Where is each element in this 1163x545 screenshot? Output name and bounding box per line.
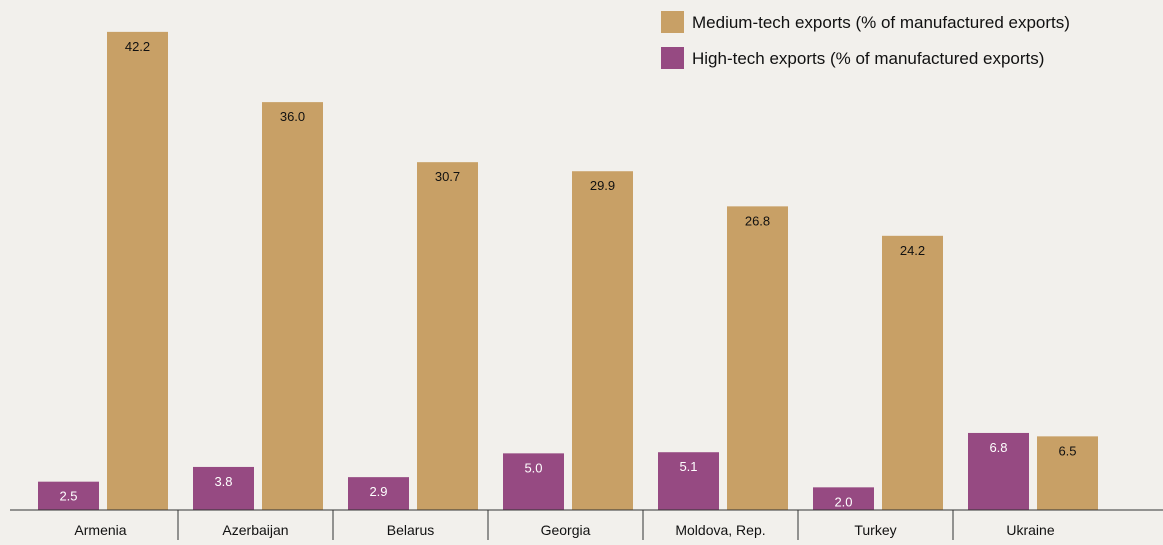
data-label-medium-tech-belarus: 30.7 [435, 169, 460, 184]
data-label-medium-tech-georgia: 29.9 [590, 178, 615, 193]
bar-medium-tech-armenia [107, 31, 168, 511]
x-tick-label-georgia: Georgia [541, 522, 591, 538]
bar-medium-tech-azerbaijan [262, 102, 323, 511]
data-label-high-tech-ukraine: 6.8 [989, 440, 1007, 455]
bar-high-tech-ukraine [968, 432, 1029, 510]
bar-high-tech-turkey [813, 487, 874, 510]
x-tick-label-belarus: Belarus [387, 522, 434, 538]
x-axis: Armenia Azerbaijan Belarus Georgia Moldova, … [10, 509, 1163, 540]
bar-high-tech-armenia [38, 481, 99, 510]
bar-medium-tech-turkey [882, 235, 943, 510]
data-label-medium-tech-armenia: 42.2 [125, 39, 150, 54]
legend: Medium-tech exports (% of manufactured e… [661, 11, 1070, 69]
bar-high-tech-georgia [503, 453, 564, 510]
legend-swatch-high-tech [661, 47, 684, 69]
bars-group: 2.5 42.2 3.8 36.0 2.9 30.7 5.0 29.9 5.1 26.8 2.0 24… [38, 31, 1098, 511]
data-label-high-tech-azerbaijan: 3.8 [214, 474, 232, 489]
bar-high-tech-azerbaijan [193, 466, 254, 510]
bar-medium-tech-georgia [572, 171, 633, 510]
legend-swatch-medium-tech [661, 11, 684, 33]
data-label-medium-tech-turkey: 24.2 [900, 243, 925, 258]
data-label-medium-tech-moldova-rep: 26.8 [745, 213, 770, 228]
data-label-high-tech-belarus: 2.9 [369, 484, 387, 499]
data-label-medium-tech-ukraine: 6.5 [1058, 443, 1076, 458]
bar-medium-tech-belarus [417, 162, 478, 510]
data-label-medium-tech-azerbaijan: 36.0 [280, 109, 305, 124]
x-tick-label-moldova-rep: Moldova, Rep. [675, 522, 765, 538]
data-label-high-tech-georgia: 5.0 [524, 460, 542, 475]
x-tick-label-armenia: Armenia [74, 522, 126, 538]
x-tick-label-turkey: Turkey [854, 522, 896, 538]
bar-high-tech-belarus [348, 477, 409, 510]
data-label-high-tech-armenia: 2.5 [59, 489, 77, 504]
x-tick-label-ukraine: Ukraine [1006, 522, 1054, 538]
legend-label-high-tech: High-tech exports (% of manufactured exp… [692, 49, 1044, 68]
bar-high-tech-moldova-rep [658, 452, 719, 510]
bar-medium-tech-ukraine [1037, 436, 1098, 510]
data-label-high-tech-turkey: 2.0 [834, 494, 852, 509]
bar-medium-tech-moldova-rep [727, 206, 788, 510]
legend-label-medium-tech: Medium-tech exports (% of manufactured e… [692, 13, 1070, 32]
data-label-high-tech-moldova-rep: 5.1 [679, 459, 697, 474]
x-tick-label-azerbaijan: Azerbaijan [222, 522, 288, 538]
